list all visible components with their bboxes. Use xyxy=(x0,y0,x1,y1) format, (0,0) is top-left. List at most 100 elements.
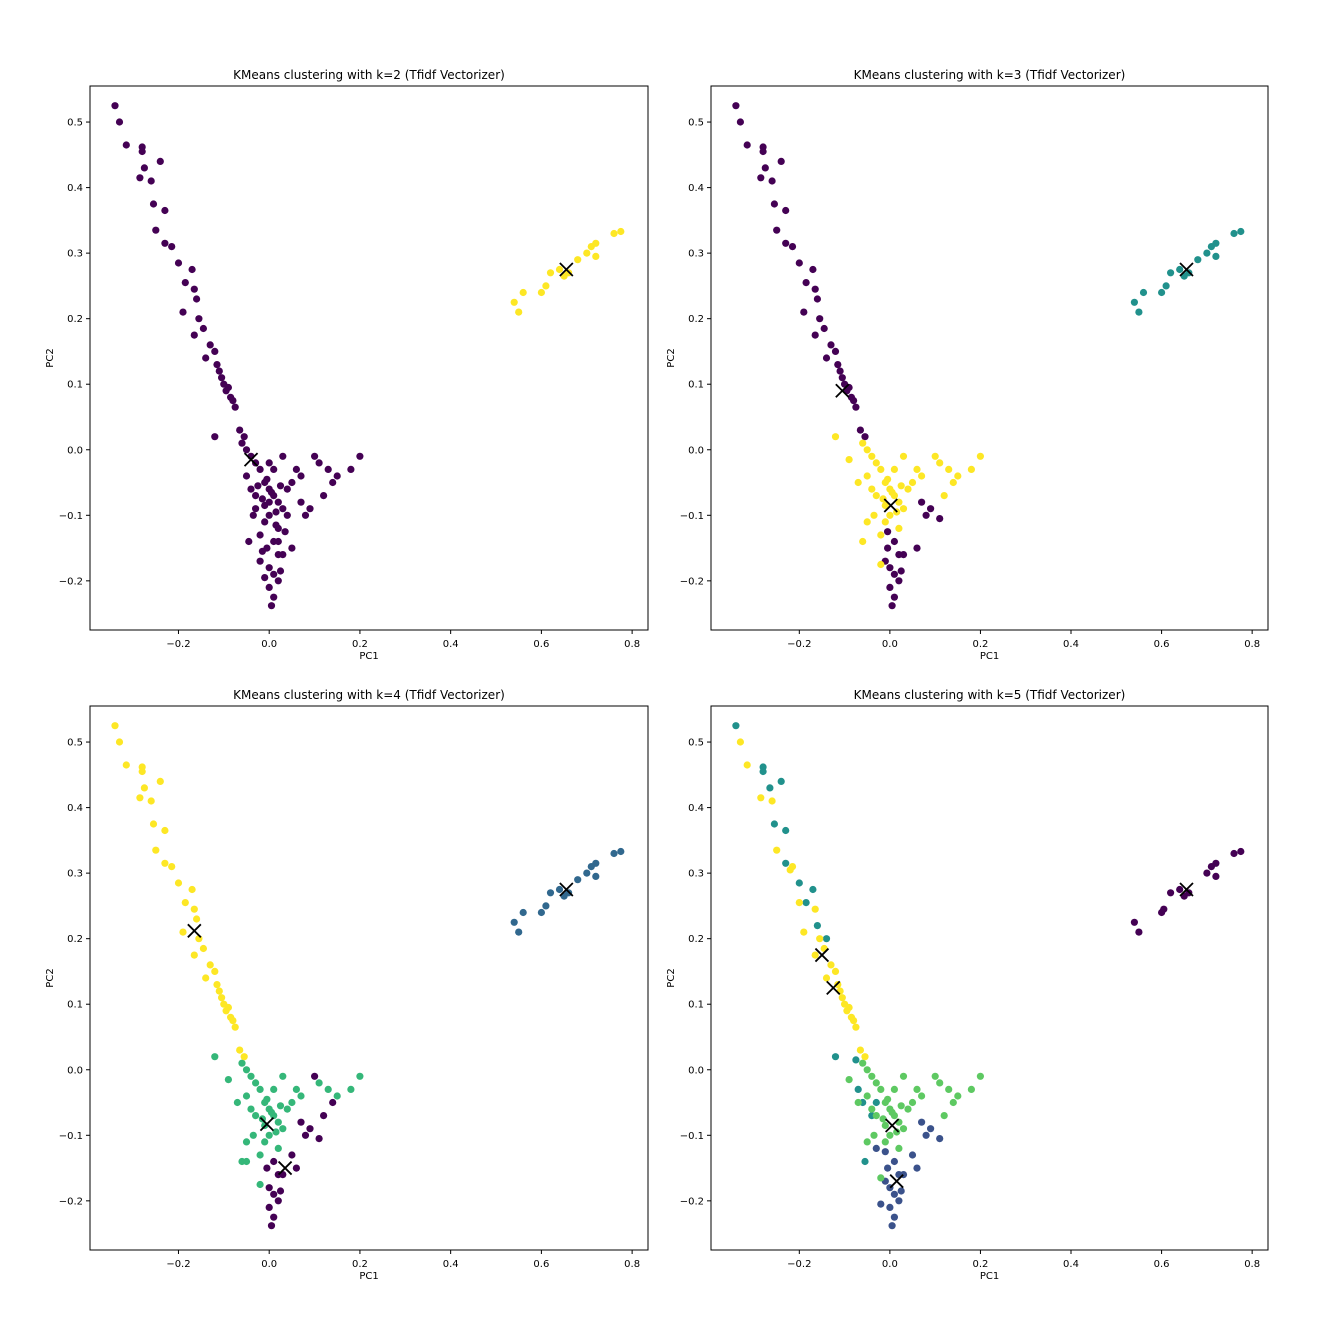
data-point xyxy=(1203,249,1211,257)
data-point xyxy=(252,492,260,500)
data-point xyxy=(884,544,892,552)
data-point xyxy=(1130,918,1138,926)
data-point xyxy=(852,1023,860,1031)
data-point xyxy=(193,295,201,303)
y-tick-label: −0.2 xyxy=(59,1196,83,1207)
data-point xyxy=(138,147,146,156)
y-tick-label: 0.5 xyxy=(67,118,83,129)
data-point xyxy=(320,492,328,500)
x-tick-label: −0.2 xyxy=(166,1259,190,1270)
data-point xyxy=(231,403,239,411)
data-point xyxy=(265,564,273,572)
y-tick-label: 0.5 xyxy=(67,738,83,749)
centroid-marker xyxy=(1179,882,1194,897)
data-point xyxy=(766,784,774,792)
data-point xyxy=(831,967,840,976)
data-point xyxy=(1135,308,1143,316)
data-point xyxy=(827,961,835,969)
data-point xyxy=(908,1151,917,1159)
data-point xyxy=(1194,256,1202,264)
data-point xyxy=(884,528,892,536)
data-point xyxy=(292,1085,300,1093)
data-point xyxy=(936,1079,944,1087)
y-tick-label: −0.2 xyxy=(680,576,704,587)
y-axis-label: PC2 xyxy=(45,968,56,987)
data-point xyxy=(211,347,219,355)
y-tick-label: 0.2 xyxy=(67,314,83,325)
data-point xyxy=(263,475,271,483)
y-tick-label: 0.0 xyxy=(67,445,83,456)
data-point xyxy=(211,433,219,441)
x-tick-label: 0.0 xyxy=(261,639,277,650)
axes-frame xyxy=(89,85,649,631)
chart-title: KMeans clustering with k=4 (Tfidf Vector… xyxy=(233,688,505,702)
data-point xyxy=(868,1105,876,1113)
data-point xyxy=(890,537,899,546)
data-point xyxy=(515,928,523,936)
data-point xyxy=(913,544,921,552)
data-point xyxy=(976,1072,985,1080)
data-point xyxy=(329,478,337,487)
data-point xyxy=(782,239,790,247)
data-point xyxy=(333,472,341,480)
data-point xyxy=(886,511,894,519)
data-point xyxy=(270,593,278,601)
x-tick-label: −0.2 xyxy=(787,1259,811,1270)
data-point xyxy=(1135,928,1143,936)
data-point xyxy=(519,288,527,297)
data-point xyxy=(274,498,282,506)
data-point xyxy=(868,485,876,493)
x-tick-label: 0.4 xyxy=(443,1259,459,1270)
data-point xyxy=(918,498,926,506)
data-point xyxy=(768,177,776,185)
data-point xyxy=(736,738,745,746)
data-point xyxy=(863,1092,871,1100)
data-point xyxy=(555,885,564,894)
data-point xyxy=(757,174,765,182)
x-tick-label: 0.2 xyxy=(972,639,988,650)
data-point xyxy=(140,164,148,172)
data-point xyxy=(945,1085,953,1093)
data-point xyxy=(258,547,266,555)
data-point xyxy=(770,200,779,208)
centroid-marker xyxy=(883,498,898,513)
x-tick-label: −0.2 xyxy=(166,639,190,650)
data-point xyxy=(913,1085,921,1093)
data-point xyxy=(879,1115,887,1123)
data-point xyxy=(850,1017,858,1025)
data-point xyxy=(229,397,237,405)
data-point xyxy=(895,1197,903,1205)
y-tick-label: 0.0 xyxy=(688,1065,704,1076)
data-point xyxy=(174,259,183,267)
data-point xyxy=(820,324,828,333)
data-point xyxy=(854,478,862,487)
y-tick-label: 0.2 xyxy=(688,934,704,945)
data-point xyxy=(249,1131,257,1139)
data-point xyxy=(274,1144,282,1152)
data-point xyxy=(261,1138,269,1146)
data-point xyxy=(222,1007,230,1015)
data-point xyxy=(122,761,130,769)
data-point xyxy=(283,1105,291,1113)
data-point xyxy=(270,465,278,473)
data-point xyxy=(836,367,844,375)
data-point xyxy=(881,1148,889,1156)
data-point xyxy=(736,118,745,126)
data-point xyxy=(261,574,269,582)
data-point xyxy=(202,974,210,982)
data-point xyxy=(229,1017,237,1025)
data-point xyxy=(890,570,899,578)
data-point xyxy=(258,495,266,503)
data-point xyxy=(940,1112,948,1120)
data-point xyxy=(1176,885,1184,894)
data-point xyxy=(306,505,314,513)
data-point xyxy=(231,1023,239,1031)
data-point xyxy=(908,1098,917,1107)
data-point xyxy=(301,1131,310,1139)
centroid-marker xyxy=(243,452,259,467)
data-point xyxy=(759,767,767,776)
data-point xyxy=(297,498,305,506)
data-point xyxy=(542,282,550,290)
data-point xyxy=(732,722,740,730)
